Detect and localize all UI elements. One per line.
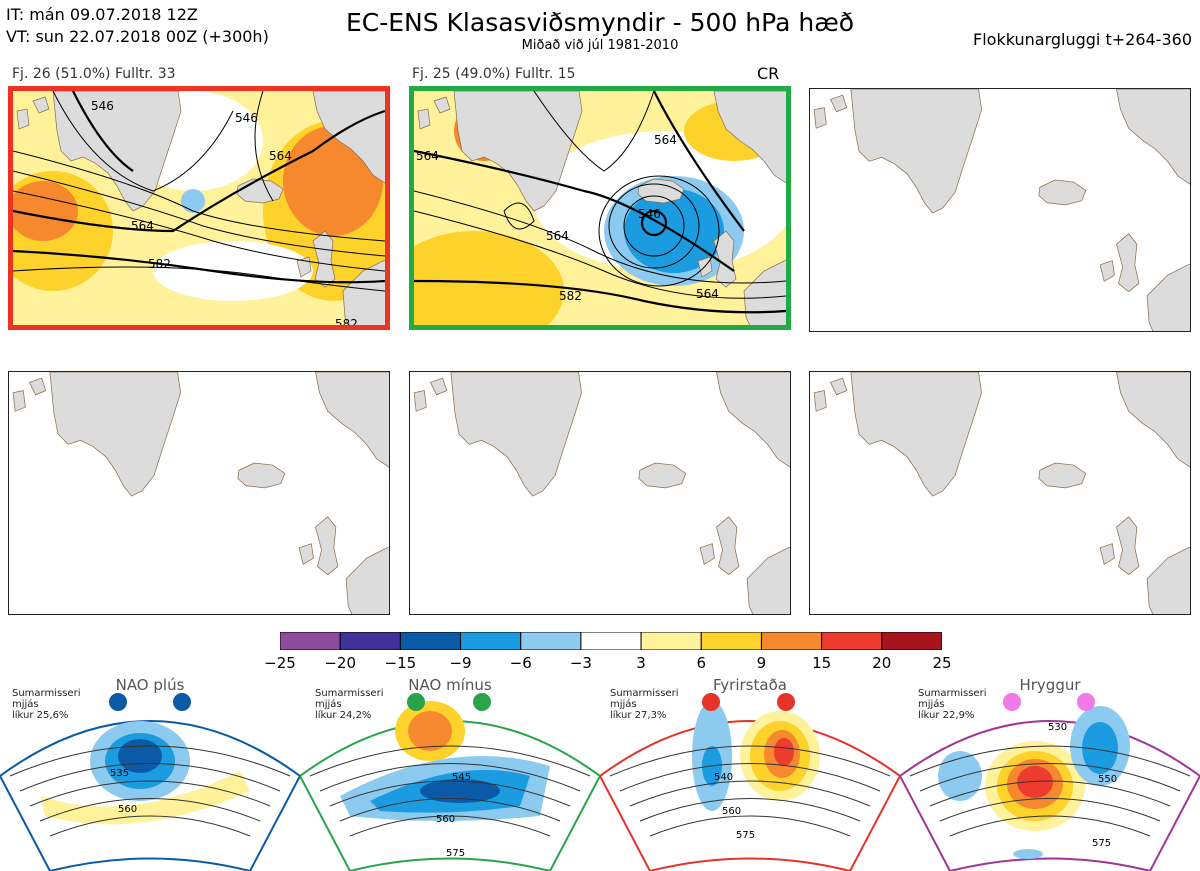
- regime-nao-plus: NAO plús Sumarmisseri mjjás líkur 25,6% 53…: [0, 676, 300, 871]
- cluster-1-map: 546 564 564 582 582 546: [8, 86, 390, 330]
- contour-label: 575: [736, 830, 756, 841]
- cluster-2-tag: CR: [757, 64, 780, 83]
- contour-label: 564: [546, 229, 569, 243]
- colorbar-swatch: [821, 632, 883, 650]
- colorbar: [280, 632, 942, 650]
- contour-label: 546: [91, 99, 114, 113]
- contour-label: 564: [269, 149, 292, 163]
- colorbar-tick-label: −9: [449, 654, 472, 672]
- contour-label: 550: [1098, 774, 1118, 785]
- colorbar-tick-label: 9: [756, 654, 767, 672]
- regime-info: Sumarmisseri mjjás líkur 22,9%: [918, 688, 987, 721]
- colorbar-tick-label: 25: [932, 654, 952, 672]
- classification-window: Flokkunargluggi t+264-360: [973, 30, 1192, 49]
- colorbar-swatch: [520, 632, 582, 650]
- contour-label: 564: [131, 219, 154, 233]
- regime-title: NAO plús: [115, 676, 185, 694]
- empty-map-3: [809, 88, 1191, 332]
- contour-label: 582: [559, 289, 582, 303]
- contour-label: 582: [148, 257, 171, 271]
- empty-map-4: [8, 371, 390, 615]
- colorbar-tick-label: 15: [812, 654, 832, 672]
- regime-info: Sumarmisseri mjjás líkur 24,2%: [315, 688, 384, 721]
- regime-nao-minus: NAO mínus Sumarmisseri mjjás líkur 24,2% 5…: [300, 676, 600, 871]
- colorbar-swatch: [760, 632, 823, 650]
- contour-label: 575: [1092, 838, 1112, 849]
- regime-blocking: Fyrirstaða Sumarmisseri mjjás líkur 27,3% …: [600, 676, 900, 871]
- contour-label: 546: [235, 111, 258, 125]
- regime-title: Fyrirstaða: [713, 676, 787, 694]
- colorbar-tick-label: 3: [636, 654, 646, 672]
- colorbar-swatch: [339, 632, 401, 650]
- colorbar-swatch: [399, 632, 462, 650]
- valid-time: VT: sun 22.07.2018 00Z (+300h): [6, 27, 269, 46]
- colorbar-tick-label: −3: [569, 654, 592, 672]
- contour-label: 564: [654, 133, 677, 147]
- empty-map-5: [409, 371, 791, 615]
- contour-label: 560: [436, 814, 456, 825]
- regime-title: NAO mínus: [408, 676, 492, 694]
- colorbar-swatch: [640, 632, 702, 650]
- regime-info: Sumarmisseri mjjás líkur 25,6%: [12, 688, 81, 721]
- contour-label: 540: [714, 772, 734, 783]
- header-times: IT: mán 09.07.2018 12Z VT: sun 22.07.201…: [6, 4, 269, 48]
- colorbar-tick-label: 20: [872, 654, 892, 672]
- contour-label: 546: [638, 207, 661, 221]
- colorbar-tick-label: −25: [264, 654, 296, 672]
- contour-label: 560: [118, 804, 138, 815]
- colorbar-swatch: [460, 632, 522, 650]
- contour-label: 530: [1048, 722, 1068, 733]
- cluster-2-label: Fj. 25 (49.0%) Fulltr. 15: [412, 66, 576, 82]
- contour-label: 535: [110, 768, 130, 779]
- colorbar-tick-label: −6: [509, 654, 532, 672]
- contour-label: 560: [722, 806, 742, 817]
- contour-label: 564: [416, 149, 439, 163]
- contour-label: 575: [446, 848, 466, 859]
- regime-ridge: Hryggur Sumarmisseri mjjás líkur 22,9% 530…: [900, 676, 1200, 871]
- regime-title: Hryggur: [1019, 676, 1081, 694]
- page-subtitle: Miðað við júl 1981-2010: [521, 38, 679, 53]
- colorbar-swatch: [700, 632, 762, 650]
- colorbar-tick-label: 6: [696, 654, 707, 672]
- initial-time: IT: mán 09.07.2018 12Z: [6, 5, 198, 24]
- colorbar-tick-label: −15: [384, 654, 417, 672]
- contour-label: 545: [452, 772, 472, 783]
- colorbar-tick-label: −20: [324, 654, 356, 672]
- empty-map-6: [809, 371, 1191, 615]
- colorbar-swatch: [280, 632, 341, 650]
- page-title: EC-ENS Klasasviðsmyndir - 500 hPa hæð: [345, 8, 855, 37]
- colorbar-swatch: [881, 632, 942, 650]
- cluster-1-label: Fj. 26 (51.0%) Fulltr. 33: [12, 66, 176, 82]
- regime-info: Sumarmisseri mjjás líkur 27,3%: [610, 688, 679, 721]
- contour-label: 564: [696, 287, 719, 301]
- cluster-2-map: 564 564 546 564 582 564: [409, 86, 791, 330]
- colorbar-swatch: [580, 632, 642, 650]
- contour-label: 582: [335, 317, 358, 330]
